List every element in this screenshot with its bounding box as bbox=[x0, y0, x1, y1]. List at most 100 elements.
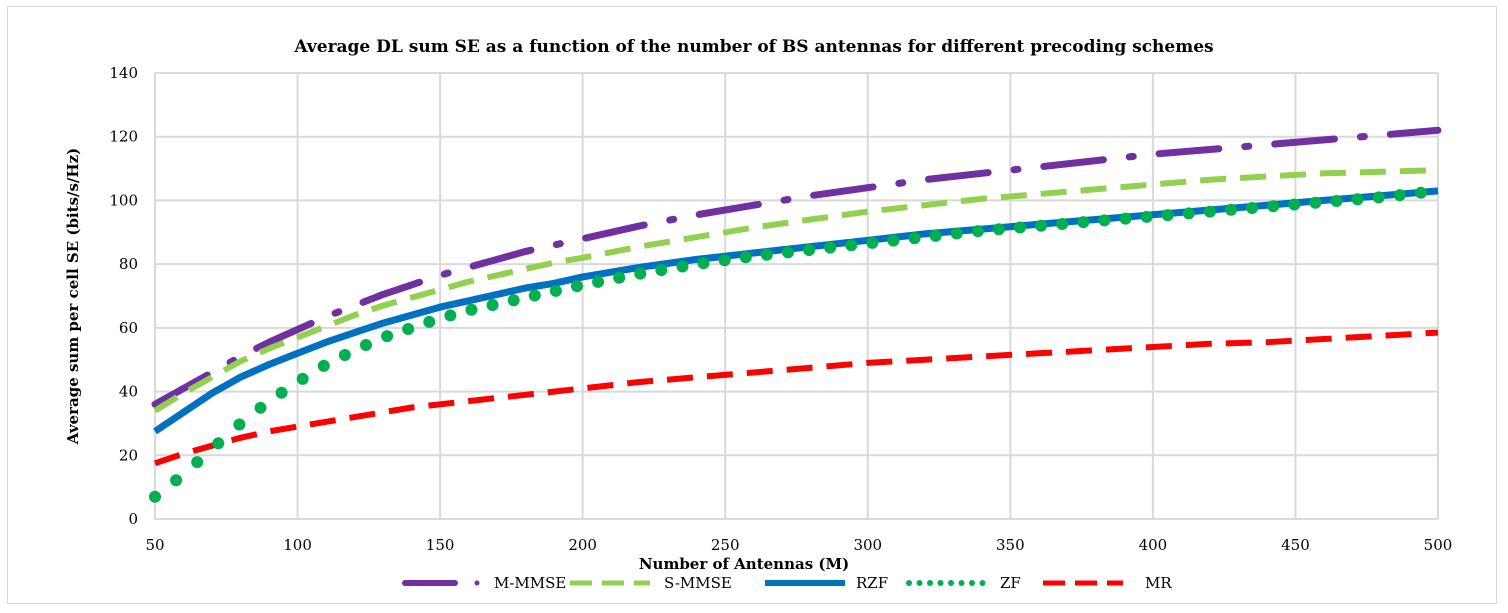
y-tick-label: 20 bbox=[119, 446, 138, 464]
legend-swatch-zf bbox=[906, 580, 986, 586]
series-zf-point bbox=[1035, 219, 1048, 232]
series-zf-point bbox=[465, 303, 478, 316]
x-axis-label: Number of Antennas (M) bbox=[639, 555, 849, 573]
series-zf-point bbox=[359, 339, 372, 352]
series-zf-point bbox=[613, 271, 626, 284]
x-tick-label: 200 bbox=[568, 536, 597, 554]
series-zf-point bbox=[1393, 189, 1406, 202]
series-zf-point bbox=[1182, 207, 1195, 220]
series-zf-point bbox=[803, 243, 816, 256]
y-tick-label: 40 bbox=[119, 383, 138, 401]
series-zf-point bbox=[275, 386, 288, 399]
series-zf-point bbox=[381, 330, 394, 343]
series-zf-point bbox=[950, 227, 963, 240]
series-zf-point bbox=[296, 372, 309, 385]
series-zf-point bbox=[655, 264, 668, 277]
legend-swatch-dot bbox=[927, 580, 933, 586]
series-zf-point bbox=[1140, 210, 1153, 223]
series-zf-point bbox=[781, 246, 794, 259]
series-zf-point bbox=[971, 225, 984, 238]
x-tick-label: 350 bbox=[996, 536, 1025, 554]
x-tick-label: 250 bbox=[711, 536, 740, 554]
legend-swatch-dot bbox=[474, 580, 480, 586]
legend-label-s-mmse: S-MMSE bbox=[664, 574, 732, 592]
series-zf-point bbox=[444, 309, 457, 322]
series-zf-point bbox=[739, 251, 752, 264]
series-zf-point bbox=[1246, 202, 1259, 215]
series-zf-point bbox=[549, 284, 562, 297]
series-zf-point bbox=[845, 239, 858, 252]
y-tick-label: 140 bbox=[109, 64, 138, 82]
series-zf-point bbox=[486, 298, 499, 311]
x-tick-label: 150 bbox=[426, 536, 455, 554]
legend-swatch-dot bbox=[916, 580, 923, 586]
series-zf-point bbox=[1203, 205, 1216, 218]
series-zf-point bbox=[929, 229, 942, 242]
series-zf-point bbox=[1098, 214, 1111, 227]
x-tick-label: 500 bbox=[1424, 536, 1453, 554]
y-axis-label: Average sum per cell SE (bits/s/Hz) bbox=[64, 148, 82, 445]
chart-title: Average DL sum SE as a function of the n… bbox=[293, 37, 1213, 57]
series-zf-point bbox=[1161, 209, 1174, 222]
series-zf-point bbox=[1330, 194, 1343, 207]
series-zf-point bbox=[423, 315, 436, 328]
legend-swatch-dot bbox=[948, 580, 954, 586]
series-zf-point bbox=[1414, 186, 1427, 199]
series-zf-point bbox=[191, 456, 204, 469]
legend-swatch-dot bbox=[969, 580, 975, 586]
y-tick-label: 0 bbox=[128, 510, 138, 528]
y-tick-label: 80 bbox=[119, 255, 138, 273]
series-zf-point bbox=[760, 248, 773, 261]
series-m-mmse-line bbox=[151, 126, 1442, 408]
series-zf bbox=[149, 186, 1427, 503]
series-zf-point bbox=[570, 280, 583, 293]
x-tick-label: 450 bbox=[1281, 536, 1310, 554]
legend: M-MMSE S-MMSE RZF ZF MR bbox=[402, 574, 1172, 592]
series-zf-point bbox=[338, 349, 351, 362]
series-zf-point bbox=[676, 260, 689, 273]
y-tick-label: 120 bbox=[109, 128, 138, 146]
series-zf-point bbox=[1267, 200, 1280, 213]
series-zf-point bbox=[1077, 216, 1090, 229]
x-tick-label: 50 bbox=[145, 536, 164, 554]
legend-swatch-dot bbox=[937, 580, 944, 586]
y-tick-label: 60 bbox=[119, 319, 138, 337]
legend-label-m-mmse: M-MMSE bbox=[494, 574, 566, 592]
series-zf-point bbox=[992, 223, 1005, 236]
series-zf-point bbox=[149, 490, 161, 503]
series-zf-point bbox=[718, 254, 731, 267]
series-zf-point bbox=[1288, 198, 1301, 211]
x-tick-label: 400 bbox=[1139, 536, 1168, 554]
legend-swatch-dot bbox=[906, 580, 912, 586]
series-zf-point bbox=[233, 418, 246, 431]
series-zf-point bbox=[170, 474, 183, 487]
x-tick-label: 300 bbox=[853, 536, 882, 554]
series-s-mmse-line bbox=[153, 167, 1439, 414]
legend-label-zf: ZF bbox=[1000, 574, 1021, 592]
y-tick-label: 100 bbox=[109, 191, 138, 209]
series-rzf-line bbox=[153, 187, 1439, 435]
series-zf-point bbox=[592, 275, 605, 288]
gridlines bbox=[154, 72, 1439, 520]
series-zf-point bbox=[866, 236, 879, 249]
series-zf-point bbox=[317, 359, 330, 372]
legend-swatch-m-mmse bbox=[402, 580, 480, 586]
series-mr-line bbox=[154, 329, 1439, 467]
series-zf-point bbox=[697, 257, 710, 270]
series-zf-point bbox=[1014, 221, 1027, 234]
series-zf-point bbox=[887, 234, 900, 247]
series-zf-point bbox=[824, 241, 837, 254]
series-zf-point bbox=[1372, 191, 1385, 204]
series-zf-point bbox=[1056, 217, 1069, 230]
chart-frame bbox=[7, 6, 1497, 604]
series-zf-point bbox=[402, 323, 415, 336]
series-zf-point bbox=[1225, 203, 1238, 216]
series-zf-point bbox=[1309, 196, 1322, 209]
series-zf-point bbox=[254, 401, 267, 414]
series-zf-point bbox=[1119, 212, 1132, 225]
series-zf-point bbox=[908, 232, 921, 245]
legend-label-rzf: RZF bbox=[856, 574, 888, 592]
series-zf-point bbox=[634, 267, 647, 280]
legend-label-mr: MR bbox=[1145, 574, 1172, 592]
